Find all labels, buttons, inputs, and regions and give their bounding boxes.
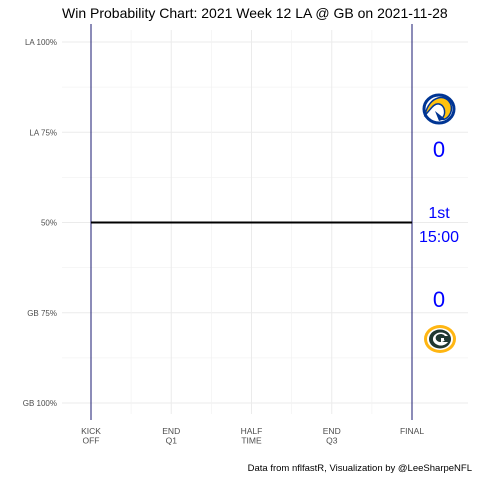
y-tick-label: GB 100%	[23, 399, 57, 408]
chart-title: Win Probability Chart: 2021 Week 12 LA @…	[62, 5, 448, 21]
away-score: 0	[433, 137, 445, 162]
y-tick-label: LA 100%	[25, 38, 57, 47]
home-score: 0	[433, 287, 445, 312]
x-tick-label: HALF TIME	[241, 426, 263, 446]
x-axis-ticks: KICK OFF END Q1 HALF TIME END Q3 FINAL	[81, 426, 424, 446]
chart-caption: Data from nflfastR, Visualization by @Le…	[247, 463, 472, 474]
game-clock: 15:00	[419, 229, 459, 246]
x-tick-label: END Q3	[323, 426, 341, 446]
x-tick-label: KICK OFF	[81, 426, 101, 446]
y-tick-label: LA 75%	[29, 128, 57, 137]
y-tick-label: 50%	[41, 219, 57, 228]
game-quarter: 1st	[428, 205, 450, 222]
rams-logo	[422, 93, 456, 125]
x-tick-label: END Q1	[162, 426, 180, 446]
packers-logo	[424, 325, 456, 353]
y-axis-ticks: LA 100% LA 75% 50% GB 75% GB 100%	[23, 38, 57, 408]
x-tick-label: FINAL	[400, 426, 424, 436]
y-tick-label: GB 75%	[27, 309, 57, 318]
